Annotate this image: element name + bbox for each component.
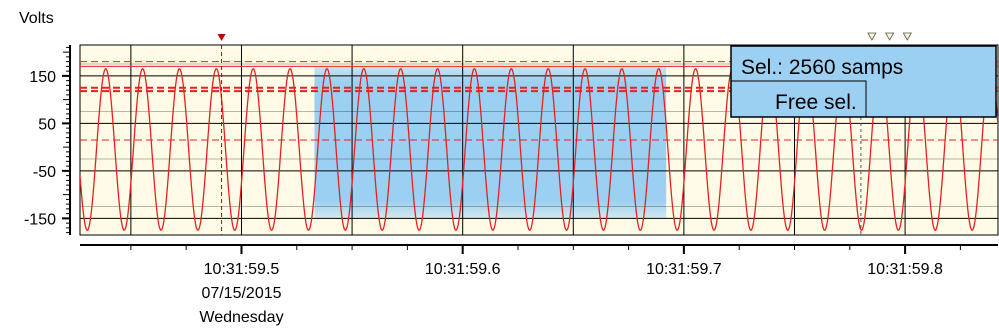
cursor-marker-icon[interactable] <box>217 34 226 41</box>
x-tick-label: 10:31:59.7 <box>646 261 722 278</box>
x-tick-label: 10:31:59.8 <box>867 261 943 278</box>
y-tick-label: 50 <box>38 116 56 133</box>
y-tick-label: 150 <box>29 69 56 86</box>
event-marker-icon <box>867 32 877 41</box>
y-tick-label: -150 <box>24 211 56 228</box>
x-tick-label: 10:31:59.5 <box>204 261 280 278</box>
y-tick-label: -50 <box>33 164 56 181</box>
selection-info-box[interactable]: Sel.: 2560 samps Free sel. <box>730 45 997 118</box>
x-tick-label: Wednesday <box>199 309 283 326</box>
grid-lines <box>79 44 999 236</box>
event-marker-icon <box>884 32 895 41</box>
selection-mode-label: Free sel. <box>775 91 857 114</box>
selection-sample-count: Sel.: 2560 samps <box>741 56 903 79</box>
y-axis: 150 50 -50 -150 <box>24 45 71 235</box>
event-marker-icon <box>902 32 912 41</box>
x-axis: 10:31:59.5 07/15/2015 Wednesday 10:31:59.6 1… <box>80 244 998 326</box>
x-tick-label: 07/15/2015 <box>201 285 281 302</box>
x-tick-label: 10:31:59.6 <box>425 261 501 278</box>
y-axis-label: Volts <box>19 10 54 27</box>
